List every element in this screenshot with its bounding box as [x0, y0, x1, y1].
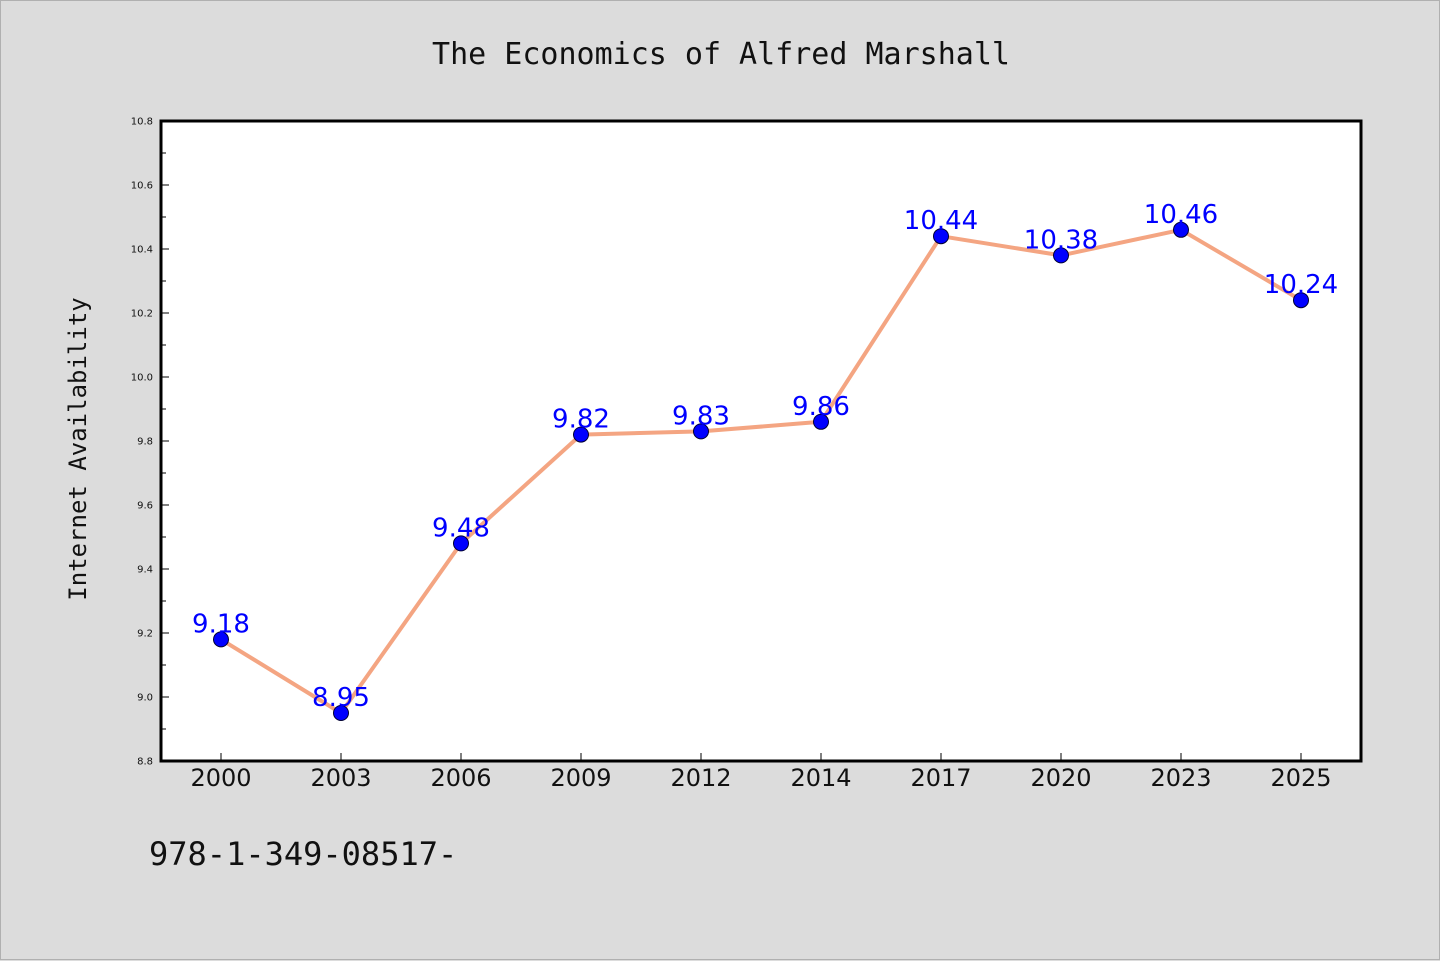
data-label: 10.44 — [904, 206, 978, 236]
x-tick-label: 2012 — [670, 764, 731, 792]
y-tick-label: 10.2 — [131, 309, 153, 320]
data-label: 9.18 — [192, 609, 250, 639]
data-label: 10.24 — [1264, 270, 1338, 300]
data-label: 10.46 — [1144, 200, 1218, 230]
plot-area — [161, 121, 1361, 761]
data-label: 9.86 — [792, 392, 850, 422]
data-point — [213, 631, 229, 648]
data-point — [333, 705, 349, 721]
data-label: 9.82 — [552, 405, 610, 435]
y-axis-label: Internet Availability — [64, 297, 92, 600]
data-label: 9.83 — [672, 401, 730, 431]
x-tick-label: 2017 — [910, 764, 971, 792]
y-tick-label: 9.8 — [137, 437, 153, 448]
x-tick-label: 2006 — [430, 764, 491, 792]
y-tick-label: 10.8 — [131, 117, 153, 128]
data-point — [693, 423, 709, 440]
series-group: 9.18 8.95 9.48 9.82 9.83 9.86 10.44 10.38 10.46 1… — [192, 200, 1338, 721]
x-tick-label: 2009 — [550, 764, 611, 792]
x-axis: 2000 2003 2006 2009 2012 2014 2017 2020 2023 2025 — [190, 753, 1332, 792]
y-tick-label: 9.0 — [137, 693, 153, 704]
y-tick-label: 10.6 — [131, 181, 153, 192]
x-tick-label: 2023 — [1150, 764, 1211, 792]
plot-border — [159, 119, 1363, 763]
data-label: 9.48 — [432, 513, 490, 543]
y-tick-label: 9.2 — [137, 629, 153, 640]
data-point — [1053, 247, 1069, 264]
data-point — [1173, 221, 1189, 238]
y-tick-label: 9.6 — [137, 501, 153, 512]
series-line — [219, 227, 1303, 715]
y-tick-label: 9.4 — [137, 565, 153, 576]
data-point — [1293, 292, 1309, 309]
data-point — [453, 535, 469, 552]
x-tick-label: 2014 — [790, 764, 851, 792]
x-tick-label: 2003 — [310, 764, 371, 792]
data-point — [933, 228, 949, 245]
data-point — [813, 413, 829, 430]
x-tick-label: 2000 — [190, 764, 251, 792]
data-point — [573, 426, 589, 443]
y-tick-label: 10.4 — [131, 245, 153, 256]
y-tick-label: 10.0 — [131, 373, 153, 384]
x-tick-label: 2020 — [1030, 764, 1091, 792]
data-label: 10.38 — [1024, 225, 1098, 255]
chart-title: The Economics of Alfred Marshall — [432, 37, 1010, 72]
data-label: 8.95 — [312, 683, 370, 713]
y-tick-label: 8.8 — [137, 757, 153, 768]
x-tick-label: 2025 — [1270, 764, 1331, 792]
footer-code: 978-1-349-08517- — [149, 835, 457, 873]
